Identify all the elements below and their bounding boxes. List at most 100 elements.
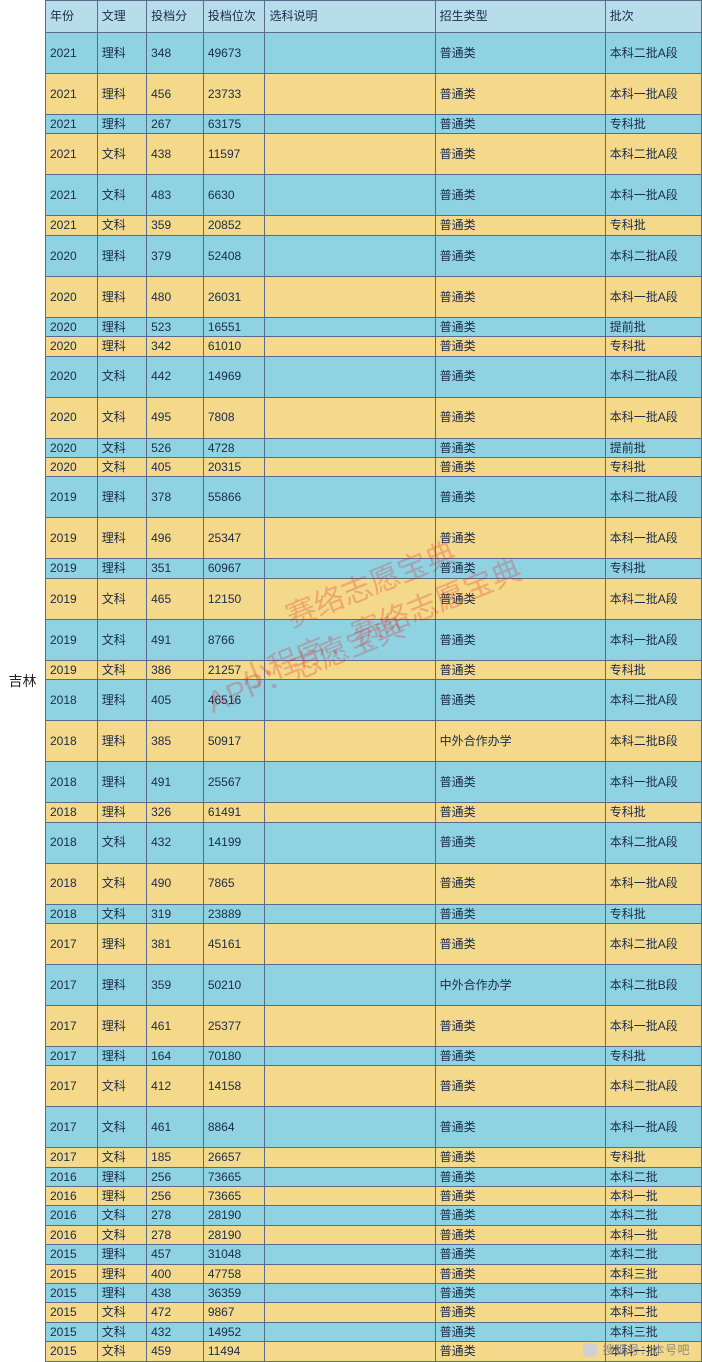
table-cell — [265, 1264, 435, 1283]
table-cell: 普通类 — [435, 1342, 605, 1361]
table-cell: 2015 — [46, 1245, 98, 1264]
table-cell: 提前批 — [605, 317, 701, 336]
table-cell: 2018 — [46, 904, 98, 923]
table-cell — [265, 721, 435, 762]
table-cell: 359 — [147, 216, 204, 235]
table-cell: 普通类 — [435, 74, 605, 115]
column-header: 文理 — [97, 1, 146, 33]
table-cell: 16551 — [203, 317, 265, 336]
table-cell: 2019 — [46, 578, 98, 619]
table-cell: 2020 — [46, 276, 98, 317]
table-cell: 本科二批 — [605, 1167, 701, 1186]
footer-logo-icon — [583, 1343, 597, 1357]
table-cell: 2018 — [46, 680, 98, 721]
table-cell — [265, 559, 435, 578]
table-cell: 本科一批A段 — [605, 762, 701, 803]
table-row: 2016理科25673665普通类本科二批 — [46, 1167, 702, 1186]
table-cell: 2017 — [46, 1148, 98, 1167]
table-cell: 文科 — [97, 1303, 146, 1322]
table-cell: 2015 — [46, 1303, 98, 1322]
table-cell: 461 — [147, 1107, 204, 1148]
table-cell: 文科 — [97, 1206, 146, 1225]
table-row: 2017文科4618864普通类本科一批A段 — [46, 1107, 702, 1148]
table-cell: 8766 — [203, 619, 265, 660]
table-cell: 2018 — [46, 822, 98, 863]
table-cell: 61491 — [203, 803, 265, 822]
table-cell: 60967 — [203, 559, 265, 578]
table-cell: 普通类 — [435, 337, 605, 356]
table-cell: 319 — [147, 904, 204, 923]
table-row: 2021文科35920852普通类专科批 — [46, 216, 702, 235]
table-cell: 456 — [147, 74, 204, 115]
table-cell — [265, 660, 435, 679]
table-cell: 理科 — [97, 559, 146, 578]
table-cell: 26657 — [203, 1148, 265, 1167]
table-cell: 普通类 — [435, 803, 605, 822]
table-cell: 普通类 — [435, 1206, 605, 1225]
table-cell — [265, 457, 435, 476]
table-cell: 278 — [147, 1225, 204, 1244]
table-cell — [265, 619, 435, 660]
table-cell: 本科二批A段 — [605, 235, 701, 276]
table-cell: 2021 — [46, 175, 98, 216]
column-header: 投档分 — [147, 1, 204, 33]
table-cell: 378 — [147, 477, 204, 518]
table-row: 2017理科35950210中外合作办学本科二批B段 — [46, 964, 702, 1005]
table-cell: 本科二批 — [605, 1303, 701, 1322]
table-cell: 25347 — [203, 518, 265, 559]
table-cell: 本科二批A段 — [605, 477, 701, 518]
table-cell: 普通类 — [435, 1046, 605, 1065]
table-cell: 442 — [147, 356, 204, 397]
table-cell: 普通类 — [435, 477, 605, 518]
table-cell: 472 — [147, 1303, 204, 1322]
table-cell: 526 — [147, 438, 204, 457]
table-cell: 普通类 — [435, 175, 605, 216]
table-cell: 普通类 — [435, 1245, 605, 1264]
table-cell: 14158 — [203, 1066, 265, 1107]
table-cell — [265, 1284, 435, 1303]
table-row: 2020理科48026031普通类本科一批A段 — [46, 276, 702, 317]
table-cell: 理科 — [97, 1046, 146, 1065]
table-cell: 2019 — [46, 660, 98, 679]
table-cell: 50917 — [203, 721, 265, 762]
table-cell — [265, 33, 435, 74]
table-cell: 2015 — [46, 1284, 98, 1303]
table-cell: 385 — [147, 721, 204, 762]
table-cell: 359 — [147, 964, 204, 1005]
column-header: 批次 — [605, 1, 701, 33]
table-cell: 2020 — [46, 337, 98, 356]
table-cell: 351 — [147, 559, 204, 578]
table-cell: 73665 — [203, 1187, 265, 1206]
table-cell: 普通类 — [435, 1264, 605, 1283]
table-cell: 11494 — [203, 1342, 265, 1361]
table-cell: 50210 — [203, 964, 265, 1005]
table-cell — [265, 803, 435, 822]
table-cell: 2018 — [46, 762, 98, 803]
table-cell — [265, 134, 435, 175]
table-cell: 理科 — [97, 1245, 146, 1264]
table-cell — [265, 216, 435, 235]
table-cell: 文科 — [97, 1066, 146, 1107]
table-cell: 文科 — [97, 863, 146, 904]
table-cell: 文科 — [97, 438, 146, 457]
table-cell: 12150 — [203, 578, 265, 619]
table-cell: 2020 — [46, 438, 98, 457]
table-cell: 438 — [147, 1284, 204, 1303]
table-cell: 本科二批 — [605, 1206, 701, 1225]
table-cell: 普通类 — [435, 33, 605, 74]
table-cell: 2016 — [46, 1225, 98, 1244]
table-cell: 9867 — [203, 1303, 265, 1322]
table-cell: 2015 — [46, 1264, 98, 1283]
table-cell: 文科 — [97, 822, 146, 863]
table-cell: 2015 — [46, 1322, 98, 1341]
table-cell: 465 — [147, 578, 204, 619]
table-cell: 理科 — [97, 721, 146, 762]
table-row: 2020文科40520315普通类专科批 — [46, 457, 702, 476]
table-cell: 28190 — [203, 1225, 265, 1244]
table-cell: 2018 — [46, 863, 98, 904]
column-header: 年份 — [46, 1, 98, 33]
table-cell: 文科 — [97, 904, 146, 923]
table-cell: 14969 — [203, 356, 265, 397]
table-cell: 普通类 — [435, 863, 605, 904]
table-cell: 36359 — [203, 1284, 265, 1303]
